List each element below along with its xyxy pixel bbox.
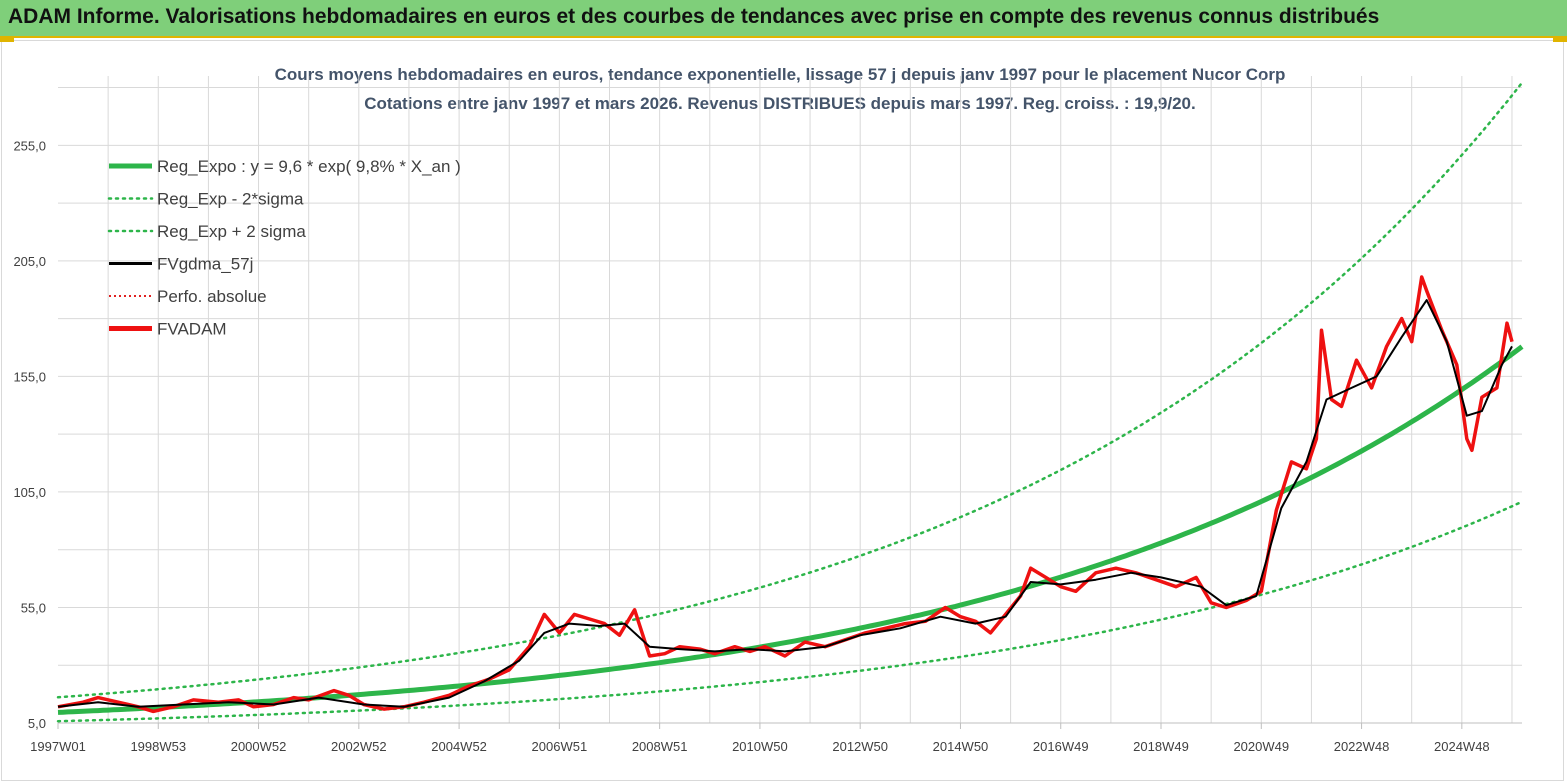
series-reg-minus-2sigma (56, 500, 1524, 723)
page-title: ADAM Informe. Valorisations hebdomadaire… (8, 5, 1380, 28)
chart-title-line1: Cours moyens hebdomadaires en euros, ten… (275, 65, 1286, 84)
x-tick-label: 2024W48 (1434, 739, 1490, 754)
legend-label: Reg_Expo : y = 9,6 * exp( 9,8% * X_an ) (157, 157, 461, 176)
x-tick-label: 2000W52 (231, 739, 287, 754)
axis-ticks: 5,0 55,0 105,0 155,0 205,0 255,0 1997W01 1998W5… (13, 138, 1489, 754)
legend-label: Reg_Exp - 2*sigma (157, 190, 304, 209)
x-tick-label: 2006W51 (532, 739, 588, 754)
x-tick-label: 2012W50 (832, 739, 888, 754)
chart-frame (1, 40, 1564, 781)
x-tick-label: 1997W01 (30, 739, 86, 754)
legend-label: FVADAM (157, 320, 227, 339)
y-tick-label: 155,0 (13, 369, 46, 384)
x-tick-label: 2010W50 (732, 739, 788, 754)
header-bar: ADAM Informe. Valorisations hebdomadaire… (0, 0, 1567, 38)
corner-marker-right (1553, 38, 1567, 42)
x-tick-label: 2018W49 (1133, 739, 1189, 754)
x-tick-label: 2020W49 (1233, 739, 1289, 754)
x-tick-label: 2014W50 (933, 739, 989, 754)
x-tick-label: 2022W48 (1334, 739, 1390, 754)
x-tick-label: 2008W51 (632, 739, 688, 754)
series-fvadam (57, 275, 1514, 714)
legend-label: Reg_Exp + 2 sigma (157, 222, 306, 241)
series-fvgdma-57j (57, 299, 1513, 708)
y-tick-label: 55,0 (21, 600, 46, 615)
x-tick-label: 2016W49 (1033, 739, 1089, 754)
y-tick-label: 105,0 (13, 485, 46, 500)
series-lines (56, 81, 1524, 723)
series-reg-expo (57, 344, 1524, 715)
series-reg-plus-2sigma (56, 81, 1524, 699)
y-tick-label: 205,0 (13, 254, 46, 269)
x-tick-label: 2002W52 (331, 739, 387, 754)
legend-label: Perfo. absolue (157, 287, 267, 306)
x-tick-label: 2004W52 (431, 739, 487, 754)
x-tick-label: 1998W53 (130, 739, 186, 754)
chart-title-line2: Cotations entre janv 1997 et mars 2026. … (364, 94, 1195, 113)
legend: Reg_Expo : y = 9,6 * exp( 9,8% * X_an ) R… (107, 157, 461, 339)
corner-marker-left (0, 38, 14, 42)
y-tick-label: 5,0 (28, 716, 46, 731)
y-tick-label: 255,0 (13, 138, 46, 153)
legend-label: FVgdma_57j (157, 255, 253, 274)
